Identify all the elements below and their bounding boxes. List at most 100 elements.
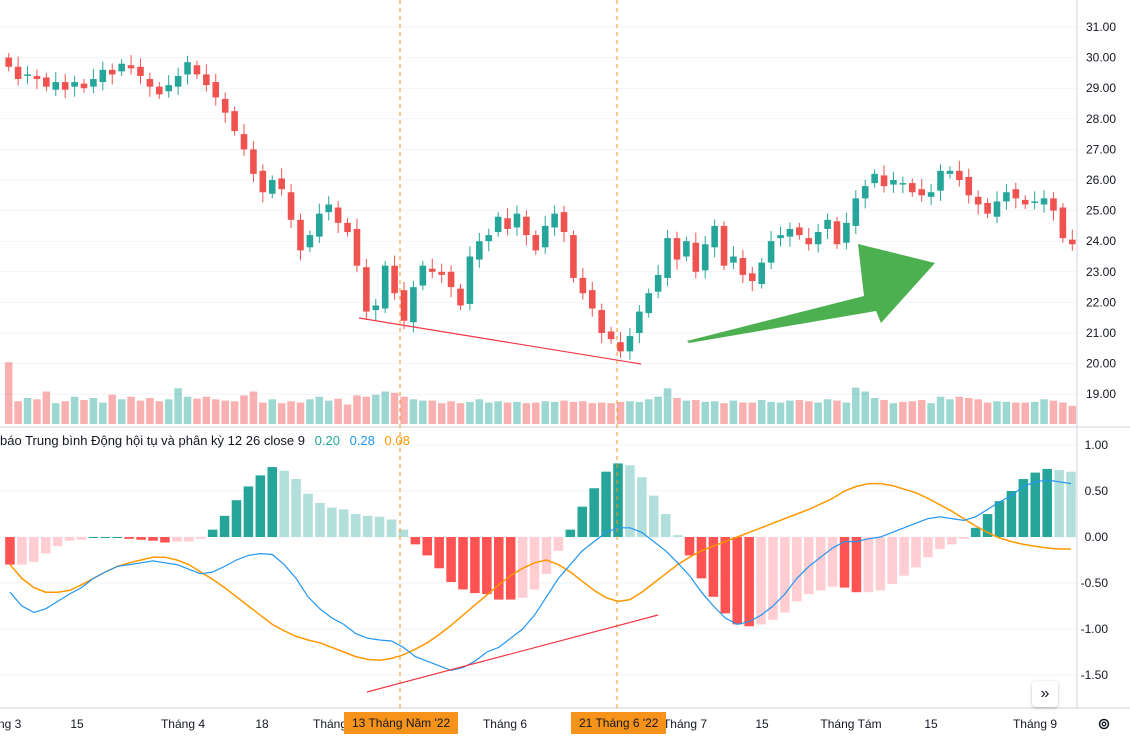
volume-bar — [287, 401, 295, 424]
volume-bar — [776, 402, 785, 424]
volume-bar — [127, 396, 135, 424]
histogram-bar — [195, 537, 206, 539]
price-tick-label: 30.00 — [1086, 51, 1116, 65]
signal-line — [9, 482, 1071, 662]
volume-bar — [550, 401, 559, 424]
volume-bar — [456, 403, 465, 424]
candle-body — [193, 65, 201, 75]
histogram-bar — [1030, 472, 1041, 537]
histogram-bar — [160, 537, 170, 543]
time-tick-label: 15 — [755, 717, 769, 731]
candle-body — [560, 212, 568, 233]
volume-bar — [842, 402, 851, 424]
candle-body — [316, 213, 323, 237]
histogram-bar — [947, 537, 957, 545]
macd-tick-label: -1.00 — [1081, 622, 1109, 636]
volume-bar — [569, 401, 578, 424]
candle-body — [730, 256, 737, 263]
histogram-bar — [374, 516, 385, 537]
volume-bar — [532, 402, 540, 424]
price-tick-label: 20.00 — [1086, 357, 1116, 371]
candle-body — [61, 82, 69, 90]
candle-body — [711, 225, 718, 248]
price-tick-label: 29.00 — [1086, 81, 1116, 95]
volume-bar — [964, 398, 973, 424]
date-tag-june: 21 Tháng 6 '22 — [571, 712, 667, 734]
candle-body — [494, 216, 502, 233]
time-tick-label: Tháng 7 — [663, 717, 707, 731]
scroll-to-latest-button[interactable]: » — [1032, 681, 1058, 707]
price-tick-label: 25.00 — [1086, 204, 1116, 218]
volume-bar — [1059, 402, 1067, 424]
histogram-bar — [386, 519, 397, 537]
histogram-bar — [935, 537, 945, 549]
candle-body — [890, 180, 897, 185]
candle-body — [156, 86, 163, 95]
histogram-bar — [684, 537, 695, 556]
price-divergence-line — [358, 317, 642, 365]
candle-body — [381, 265, 389, 309]
candle-body — [250, 149, 257, 174]
candle-body — [33, 75, 41, 80]
volume-bar — [1012, 402, 1020, 424]
volume-bar — [372, 394, 380, 424]
time-tick-label: 15 — [924, 717, 938, 731]
candle-body — [353, 228, 361, 266]
candle-body — [777, 235, 784, 239]
candle-body — [221, 98, 229, 113]
candle-body — [80, 83, 88, 89]
candle-body — [24, 74, 31, 76]
candle-body — [231, 111, 238, 132]
volume-bar — [306, 399, 314, 424]
volume-bar — [597, 402, 606, 424]
volume-bar — [400, 396, 408, 424]
volume-bar — [390, 392, 399, 424]
volume-bar — [174, 388, 182, 424]
candle-body — [532, 235, 540, 251]
candle-body — [748, 273, 756, 281]
candle-body — [720, 225, 728, 266]
histogram-bar — [1006, 491, 1017, 537]
volume-bar — [560, 400, 568, 424]
candle-body — [701, 244, 709, 271]
settings-gear-icon[interactable] — [1096, 716, 1112, 732]
histogram-bar — [100, 537, 111, 538]
price-tick-label: 26.00 — [1086, 173, 1116, 187]
volume-bar — [692, 399, 700, 424]
volume-bar — [983, 402, 992, 424]
volume-bar — [607, 403, 615, 424]
candle-body — [278, 178, 285, 190]
volume-bar — [1049, 400, 1058, 424]
histogram-bar — [315, 502, 325, 537]
volume-bar — [80, 399, 88, 424]
histogram-bar — [76, 537, 87, 540]
time-tick-label: 15 — [70, 717, 84, 731]
candle-body — [833, 221, 841, 245]
volume-bar — [4, 362, 13, 424]
candle-body — [137, 66, 144, 76]
volume-bar — [99, 402, 107, 424]
histogram-bar — [29, 537, 39, 562]
volume-bar — [343, 404, 352, 424]
time-tick-label: Tháng Tám — [820, 717, 881, 731]
candle-body — [607, 331, 615, 340]
time-tick-label: 18 — [255, 717, 269, 731]
histogram-bar — [482, 537, 492, 595]
volume-bar — [682, 400, 691, 424]
price-tick-label: 23.00 — [1086, 265, 1116, 279]
volume-bar — [447, 401, 455, 424]
histogram-bar — [1054, 469, 1064, 537]
histogram-bar — [970, 527, 981, 537]
histogram-bar — [350, 514, 361, 537]
volume-bar — [117, 399, 126, 424]
price-tick-label: 21.00 — [1086, 326, 1116, 340]
histogram-bar — [875, 537, 886, 591]
histogram-bar — [517, 537, 528, 598]
time-tick-label: Tháng 9 — [1013, 717, 1057, 731]
indicator-label: báo Trung bình Động hội tụ và phân kỳ — [0, 433, 225, 448]
candle-body — [428, 268, 436, 272]
annotations — [358, 0, 935, 708]
volume-bar — [870, 398, 879, 424]
candle-body — [212, 82, 220, 98]
candle-body — [400, 290, 408, 321]
